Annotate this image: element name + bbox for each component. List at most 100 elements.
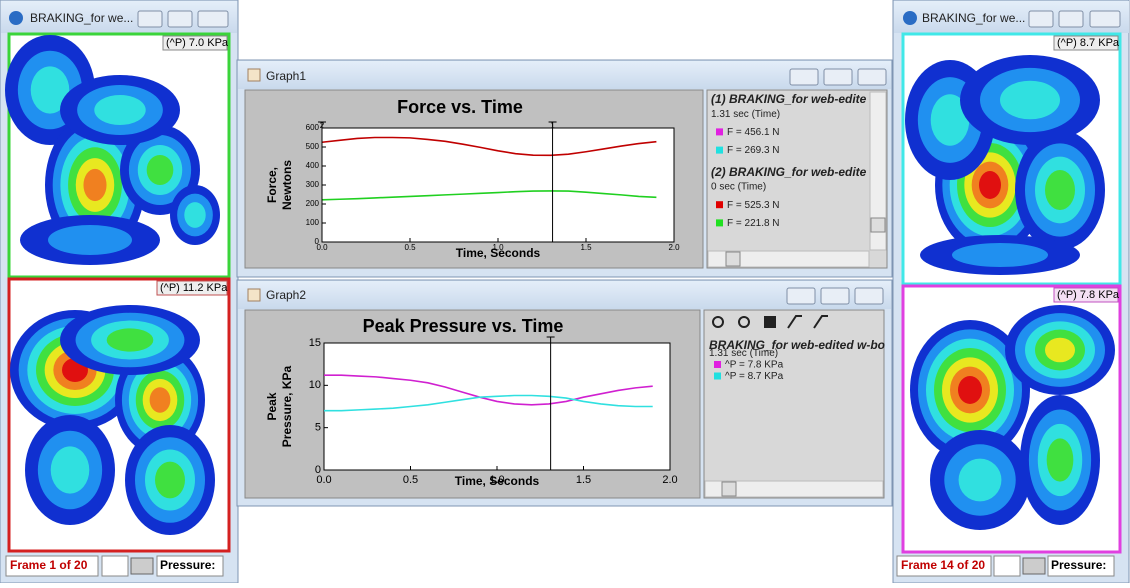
maximize-button[interactable] <box>820 287 850 305</box>
app-icon <box>903 11 917 25</box>
heat-blob <box>146 155 174 185</box>
heat-blob <box>83 168 107 202</box>
heat-blob <box>1045 337 1075 363</box>
zoom-out[interactable] <box>738 316 750 328</box>
peak-label: (^P) 11.2 KPa <box>160 282 228 294</box>
pressure-label: Pressure: <box>160 558 215 572</box>
readout-heading: (1) BRAKING_for web-edite <box>711 92 867 106</box>
close-button[interactable] <box>197 10 229 28</box>
heat-blob <box>94 95 146 125</box>
x-tick-label: 2.0 <box>662 474 677 486</box>
pressure-label: Pressure: <box>1051 558 1106 572</box>
data-line <box>321 190 657 201</box>
x-axis-label: Time, Seconds <box>456 246 541 260</box>
close-button[interactable] <box>857 68 887 86</box>
legend-swatch <box>716 201 723 209</box>
heatmap <box>10 305 215 535</box>
minimize-button[interactable] <box>789 68 819 86</box>
heat-blob <box>48 225 132 255</box>
close-button[interactable] <box>1089 10 1121 28</box>
readout-line: F = 221.8 N <box>727 218 780 229</box>
y-tick-label: 500 <box>306 142 320 151</box>
heat-blob <box>30 66 70 114</box>
y-tick-label: 100 <box>306 218 320 227</box>
x-axis-label: Time, Seconds <box>455 474 540 488</box>
minimize-button[interactable] <box>137 10 163 28</box>
heat-blob <box>958 458 1002 502</box>
x-tick-label: 1.5 <box>580 243 592 252</box>
heat-blob <box>184 202 206 228</box>
scrollbar[interactable] <box>704 480 884 498</box>
toggle-button[interactable] <box>1022 557 1046 575</box>
y-tick-label: 200 <box>306 199 320 208</box>
peak-label: (^P) 7.0 KPa <box>166 37 229 49</box>
data-line <box>321 136 657 157</box>
y-axis-label: Force, <box>265 167 279 203</box>
chart-title: Peak Pressure vs. Time <box>363 316 564 336</box>
readout-line: F = 525.3 N <box>727 200 780 211</box>
peak-label: (^P) 8.7 KPa <box>1057 37 1120 49</box>
data-line <box>324 374 653 406</box>
y-tick-label: 0 <box>315 464 321 476</box>
scrollbar[interactable] <box>707 250 870 268</box>
window-title: BRAKING_for we... <box>922 11 1025 25</box>
close-button[interactable] <box>854 287 884 305</box>
heat-blob <box>1000 80 1060 120</box>
data-line <box>324 394 653 412</box>
y-axis-label: Newtons <box>280 160 294 210</box>
y-axis-label: Pressure, KPa <box>280 365 294 447</box>
x-tick-label: 0.0 <box>316 474 331 486</box>
legend-swatch <box>714 372 721 380</box>
table-tool[interactable] <box>764 316 776 328</box>
frame-indicator: Frame 1 of 20 <box>10 558 88 572</box>
readout-line: F = 269.3 N <box>727 145 780 156</box>
app-icon <box>9 11 23 25</box>
scrollbar[interactable] <box>869 91 887 251</box>
right-window: BRAKING_for we... (^P) 8.7 KPa (^P) 7.8 … <box>892 0 1130 584</box>
x-tick-label: 0.0 <box>316 243 328 252</box>
maximize-button[interactable] <box>823 68 853 86</box>
minimize-button[interactable] <box>1028 10 1054 28</box>
heat-blob <box>155 461 185 499</box>
maximize-button[interactable] <box>1058 10 1084 28</box>
readout-line: 1.31 sec (Time) <box>709 348 778 359</box>
heatmap <box>5 35 220 265</box>
x-tick-label: 1.0 <box>489 474 504 486</box>
axis-tool[interactable] <box>813 315 828 329</box>
left-window: BRAKING_for we... (^P) 7.0 KPa (^P) 11.2… <box>0 0 239 584</box>
window-title: BRAKING_for we... <box>30 11 133 25</box>
cursor-label: 1 <box>550 121 555 130</box>
legend-swatch <box>714 361 721 368</box>
legend-swatch <box>716 146 723 154</box>
y-tick-label: 0 <box>315 237 320 246</box>
y-tick-label: 600 <box>306 123 320 132</box>
axis-tool[interactable] <box>787 315 802 329</box>
y-tick-label: 15 <box>309 337 321 349</box>
toggle-button[interactable] <box>130 557 154 575</box>
heat-blob <box>1045 170 1075 210</box>
heat-blob <box>1046 438 1074 482</box>
readout-heading: BRAKING_for web-edited w-bo <box>709 338 885 352</box>
x-tick-label: 0.5 <box>404 243 416 252</box>
chart-title: Force vs. Time <box>397 97 523 117</box>
y-tick-label: 400 <box>306 161 320 170</box>
legend-swatch <box>716 219 723 227</box>
charts: Force vs. Time Time, Seconds Force, Newtons… <box>265 97 680 488</box>
plot-area <box>321 127 675 243</box>
readout-heading: (2) BRAKING_for web-edite <box>711 165 867 179</box>
heatmap <box>905 55 1105 275</box>
minimize-button[interactable] <box>786 287 816 305</box>
heat-blob <box>50 446 90 494</box>
window-title: Graph1 <box>266 69 306 83</box>
cursor-label: 2 <box>320 121 325 130</box>
x-tick-label: 2.0 <box>668 243 680 252</box>
toolbar <box>712 315 828 329</box>
maximize-button[interactable] <box>167 10 193 28</box>
heatmap <box>910 305 1115 530</box>
peak-label: (^P) 7.8 KPa <box>1057 289 1120 301</box>
readout-line: F = 456.1 N <box>727 127 780 138</box>
legend-swatch <box>716 128 723 136</box>
readout-line: 0 sec (Time) <box>711 182 766 193</box>
zoom-in[interactable] <box>712 316 724 328</box>
